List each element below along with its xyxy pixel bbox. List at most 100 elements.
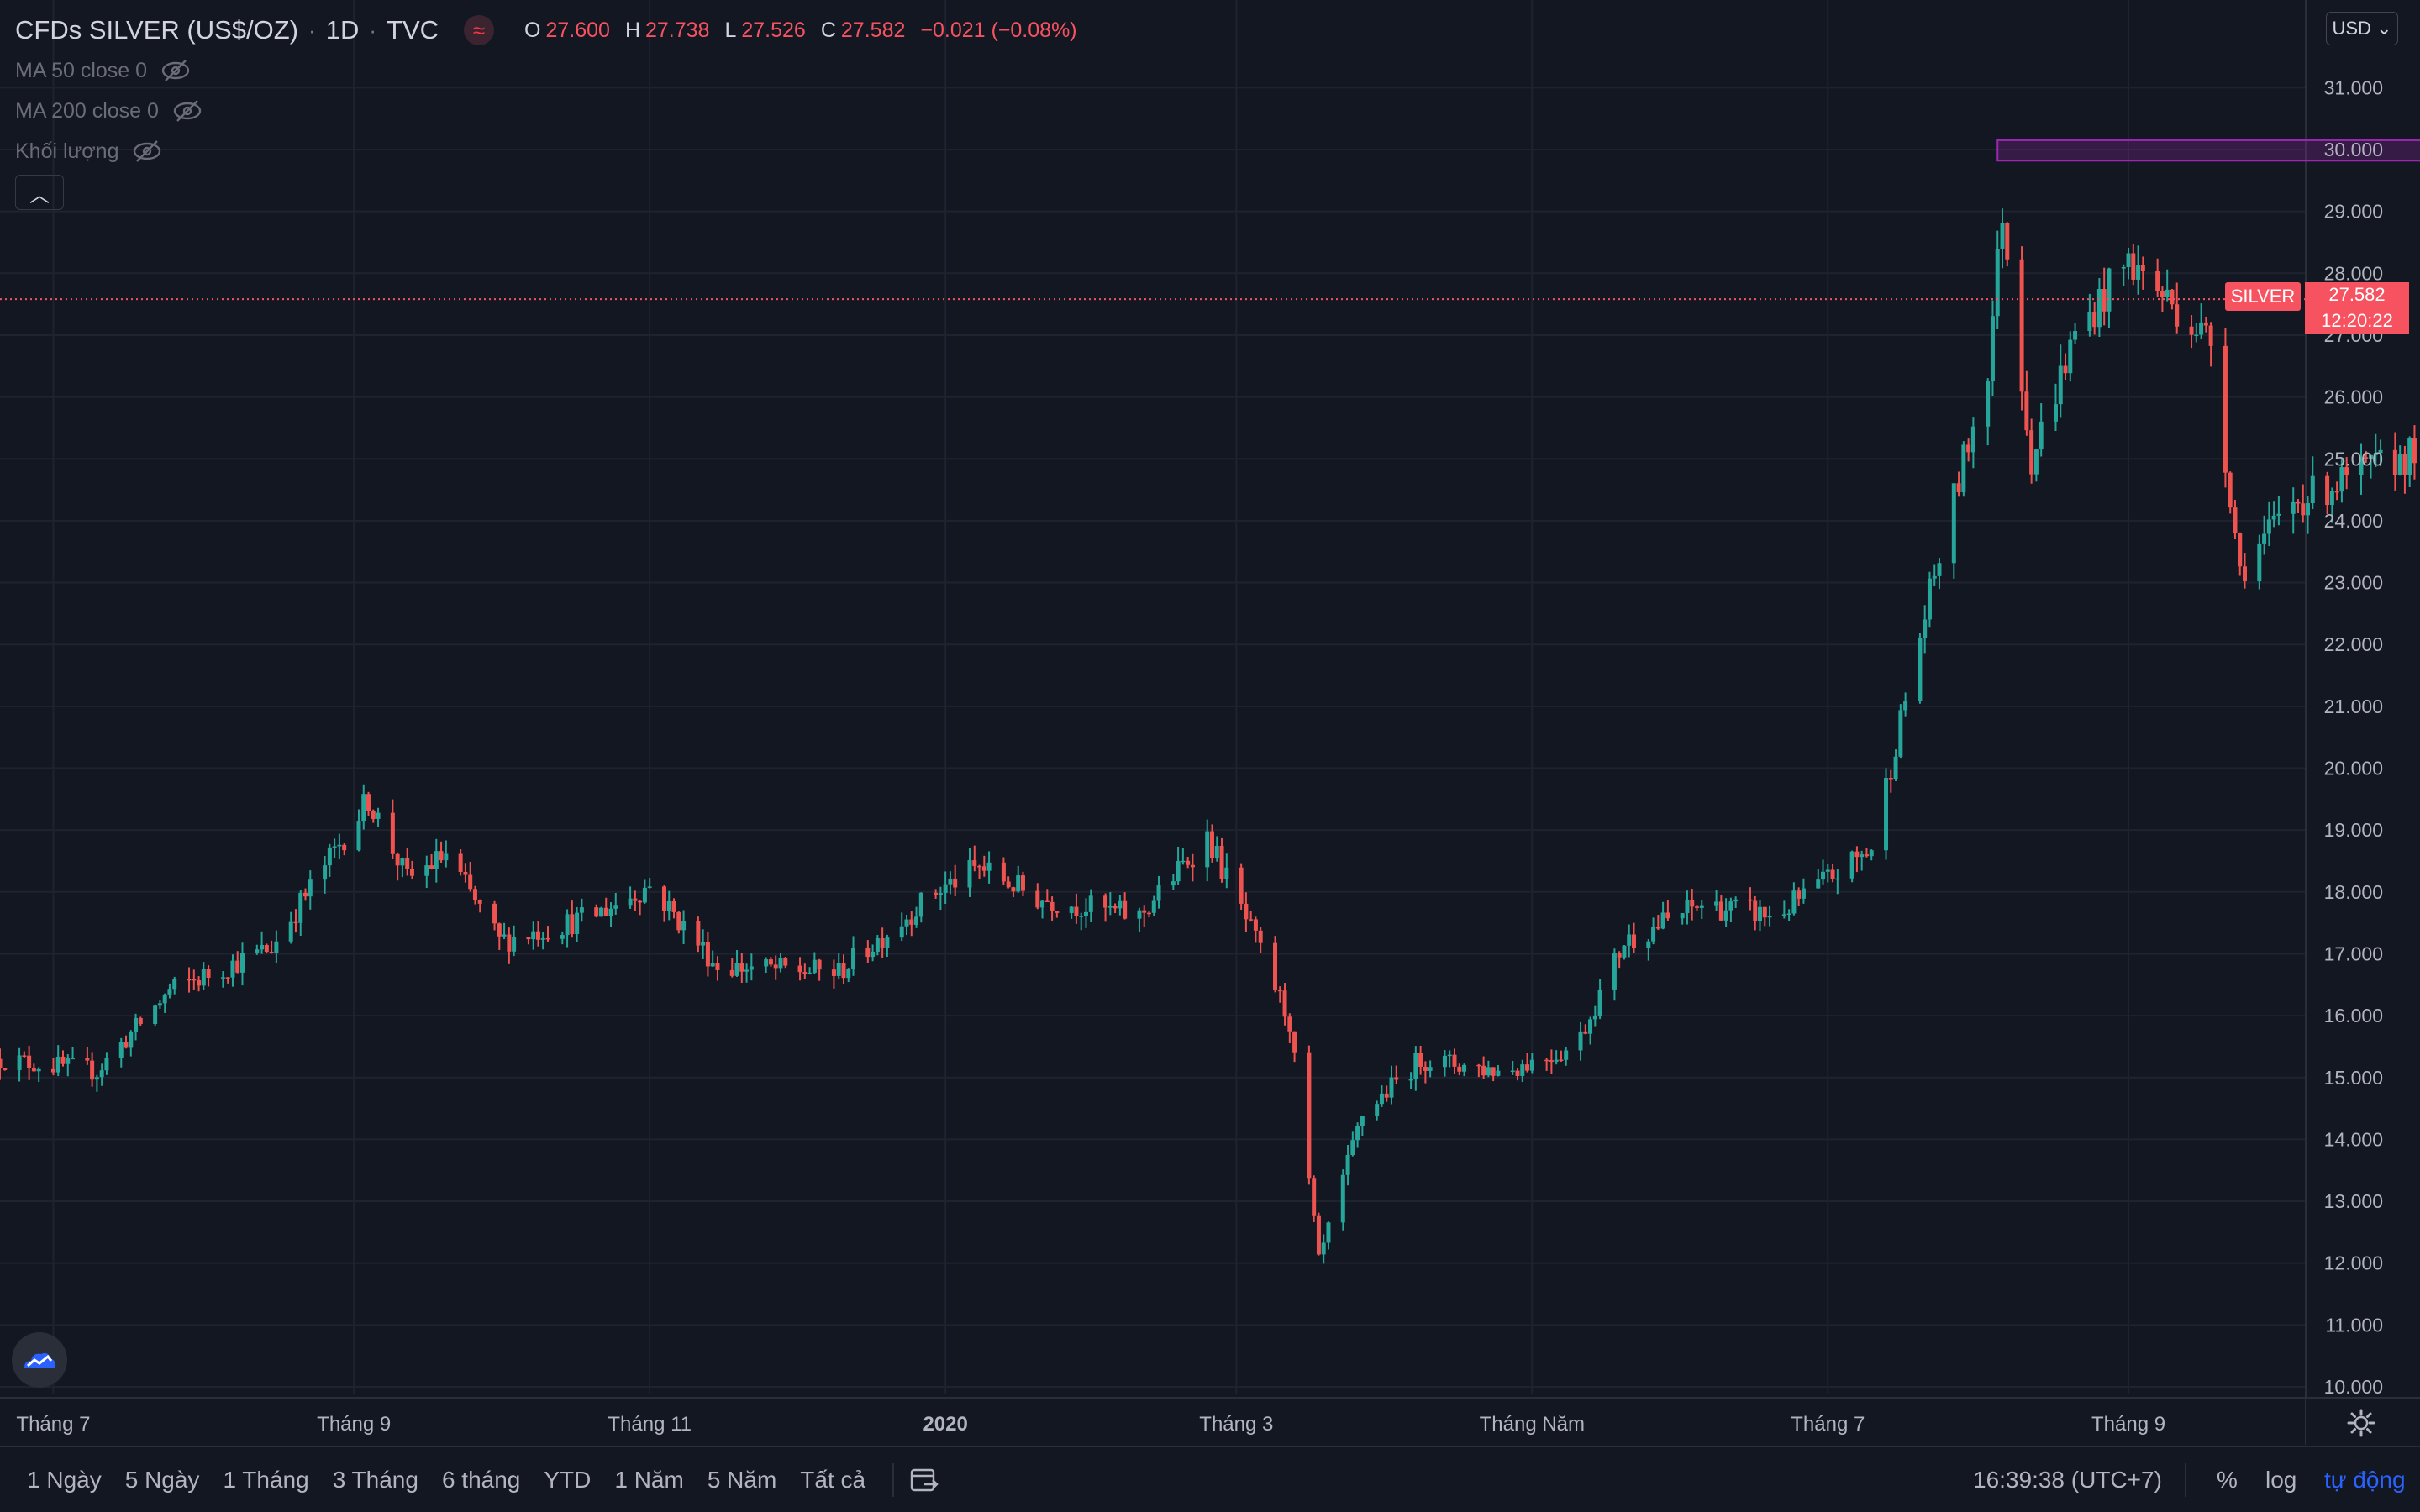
candle-body: [909, 919, 914, 925]
candle-body: [647, 886, 652, 888]
candle-body: [1592, 1016, 1597, 1020]
candle-body: [1627, 934, 1632, 946]
eye-hidden-icon[interactable]: [130, 139, 164, 163]
candle-body: [230, 960, 235, 978]
candle-body: [400, 858, 405, 866]
auto-scale-button[interactable]: tự động: [2324, 1467, 2406, 1493]
low-value: 27.526: [741, 18, 806, 42]
range-1m-button[interactable]: 1 Tháng: [223, 1467, 309, 1493]
candle-body: [734, 963, 739, 976]
range-3m-button[interactable]: 3 Tháng: [332, 1467, 418, 1493]
range-5d-button[interactable]: 5 Ngày: [124, 1467, 200, 1493]
candle-body: [938, 893, 943, 895]
price-tick-label: 26.000: [2324, 386, 2383, 408]
cloud-logo-button[interactable]: [12, 1332, 67, 1388]
price-tick-label: 22.000: [2324, 633, 2383, 655]
range-all-button[interactable]: Tất cả: [800, 1467, 866, 1493]
candle-body: [705, 942, 710, 967]
timeframe-label[interactable]: 1D: [325, 15, 360, 45]
indicator-label: MA 50 close 0: [15, 58, 148, 82]
candle-body: [1137, 910, 1142, 919]
candle-body: [633, 898, 638, 901]
candle-body: [1718, 901, 1723, 921]
candle-body: [1651, 927, 1656, 942]
eye-hidden-icon[interactable]: [159, 59, 192, 82]
separator-dot: ·: [308, 17, 316, 43]
candle-body: [2257, 543, 2262, 582]
eye-hidden-icon[interactable]: [171, 99, 204, 123]
candle-body: [836, 963, 841, 976]
candle-body: [671, 900, 676, 912]
candle-body: [2024, 391, 2029, 431]
range-ytd-button[interactable]: YTD: [544, 1467, 592, 1493]
log-scale-button[interactable]: log: [2265, 1467, 2297, 1493]
toolbar-divider: [2185, 1463, 2186, 1497]
candle-body: [676, 911, 681, 931]
clock-timezone[interactable]: 16:39:38 (UTC+7): [1973, 1467, 2162, 1493]
candle-body: [638, 900, 643, 903]
currency-button[interactable]: USD ⌄: [2326, 12, 2398, 45]
candle-body: [492, 903, 497, 924]
candle-body: [2291, 501, 2296, 514]
candle-body: [1966, 444, 1971, 453]
percent-scale-button[interactable]: %: [2217, 1467, 2238, 1493]
candle-body: [1918, 638, 1923, 702]
candle-body: [1864, 854, 1869, 857]
candle-body: [2199, 322, 2204, 335]
candle-body: [603, 907, 608, 916]
price-tick-label: 30.000: [2324, 139, 2383, 160]
candle-body: [429, 865, 434, 869]
range-5y-button[interactable]: 5 Năm: [707, 1467, 777, 1493]
bottom-toolbar: 1 Ngày 5 Ngày 1 Tháng 3 Tháng 6 tháng YT…: [0, 1448, 2420, 1512]
symbol-title[interactable]: CFDs SILVER (US$/OZ): [15, 15, 299, 45]
candle-body: [2344, 467, 2349, 475]
candle-body: [1452, 1054, 1457, 1067]
candle-body: [1375, 1104, 1380, 1117]
collapse-legend-button[interactable]: ︿: [15, 175, 64, 210]
chart-legend: CFDs SILVER (US$/OZ) · 1D · TVC ≈ O 27.60…: [15, 10, 1087, 210]
date-range-icon[interactable]: [909, 1466, 939, 1494]
candle-body: [1699, 905, 1704, 908]
candle-body: [2073, 331, 2078, 340]
candle-body: [327, 847, 332, 866]
indicator-ma50[interactable]: MA 50 close 0: [15, 50, 1087, 91]
candle-body: [1791, 890, 1797, 914]
candle-body: [1714, 901, 1719, 906]
wave-icon[interactable]: ≈: [464, 15, 495, 45]
candle-body: [2000, 223, 2005, 249]
candle-body: [797, 965, 802, 973]
candle-body: [507, 934, 512, 952]
candle-body: [1103, 895, 1108, 908]
candle-body: [2058, 365, 2063, 405]
resistance-zone-box[interactable]: [1996, 139, 2420, 162]
candle-body: [172, 979, 177, 990]
candle-body: [1011, 887, 1016, 892]
range-1y-button[interactable]: 1 Năm: [614, 1467, 684, 1493]
candle-body: [1151, 900, 1156, 913]
candle-body: [570, 914, 575, 934]
candle-body: [1074, 906, 1079, 916]
candle-body: [1326, 1222, 1331, 1243]
candle-body: [981, 866, 986, 871]
candle-body: [2019, 259, 2024, 392]
candle-body: [1190, 864, 1195, 868]
candle-body: [192, 979, 197, 981]
candle-body: [1457, 1066, 1462, 1072]
indicator-volume[interactable]: Khối lượng: [15, 131, 1087, 171]
toolbar-divider: [892, 1463, 895, 1497]
candle-body: [405, 858, 410, 869]
range-1d-button[interactable]: 1 Ngày: [27, 1467, 102, 1493]
candle-body: [308, 879, 313, 897]
candle-body: [1350, 1140, 1355, 1155]
ohlc-values: O 27.600 H 27.738 L 27.526 C 27.582 −0.021 (…: [524, 18, 1087, 43]
price-tick-label: 28.000: [2324, 262, 2383, 284]
candle-body: [1282, 990, 1287, 1017]
candle-body: [2301, 503, 2306, 516]
candle-body: [1069, 906, 1074, 913]
indicator-ma200[interactable]: MA 200 close 0: [15, 91, 1087, 131]
gear-icon[interactable]: [2346, 1408, 2376, 1438]
candle-body: [1854, 851, 1860, 858]
candle-body: [1888, 778, 1893, 780]
range-6m-button[interactable]: 6 tháng: [441, 1467, 521, 1493]
